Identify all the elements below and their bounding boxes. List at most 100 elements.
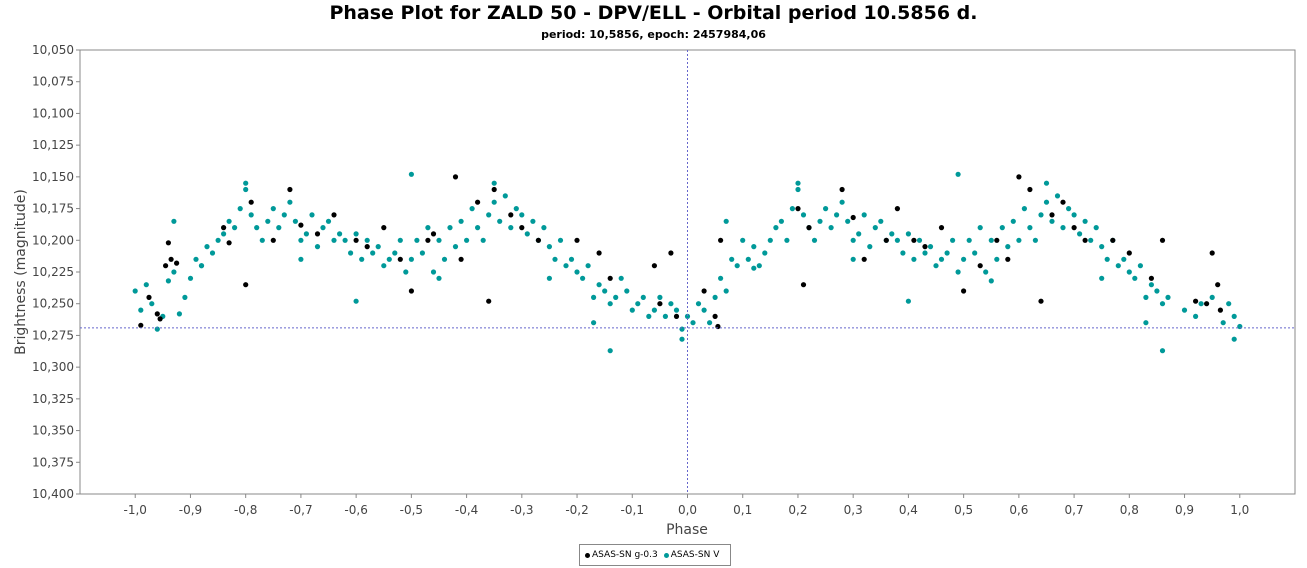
data-point-v <box>298 237 304 243</box>
y-tick-label: 10,225 <box>32 265 74 279</box>
data-point-g <box>248 199 254 205</box>
data-point-v <box>436 275 442 281</box>
data-point-v <box>839 199 845 205</box>
data-point-v <box>193 256 199 262</box>
data-point-v <box>684 313 691 319</box>
y-tick-label: 10,050 <box>32 43 74 57</box>
data-point-v <box>276 225 282 231</box>
x-tick-label: -0,9 <box>179 503 202 517</box>
data-point-v <box>303 231 309 237</box>
y-tick-label: 10,275 <box>32 328 74 342</box>
data-point-g <box>168 256 174 262</box>
data-point-v <box>878 218 884 224</box>
data-point-v <box>845 218 851 224</box>
data-point-g <box>1027 186 1033 193</box>
data-point-v <box>1159 301 1166 307</box>
data-point-v <box>1082 218 1088 224</box>
data-point-g <box>718 237 724 243</box>
data-point-g <box>163 263 169 269</box>
data-point-v <box>778 218 785 224</box>
data-point-v <box>1077 231 1083 237</box>
x-tick-label: -0,5 <box>400 503 423 517</box>
data-point-v <box>834 212 840 218</box>
data-point-v <box>1148 282 1154 288</box>
y-tick-label: 10,200 <box>32 233 74 247</box>
data-point-v <box>1060 225 1066 231</box>
data-point-v <box>546 244 553 250</box>
data-point-v <box>325 218 332 224</box>
data-point-v <box>894 237 901 243</box>
data-point-g <box>243 282 249 288</box>
data-point-g <box>607 275 613 281</box>
data-point-v <box>226 218 232 224</box>
data-point-v <box>811 237 818 243</box>
y-tick-label: 10,250 <box>32 297 74 311</box>
data-point-v <box>419 250 425 256</box>
data-point-v <box>988 237 994 243</box>
data-point-g <box>270 237 276 243</box>
data-point-g <box>314 231 321 237</box>
y-tick-label: 10,325 <box>32 392 74 406</box>
data-point-v <box>1154 288 1160 294</box>
data-point-g <box>668 250 674 256</box>
data-point-v <box>397 237 403 243</box>
x-tick-label: 0,1 <box>733 503 752 517</box>
data-point-g <box>657 301 663 307</box>
data-point-v <box>651 307 658 313</box>
data-point-g <box>1060 199 1066 205</box>
data-point-v <box>480 237 486 243</box>
data-point-v <box>320 225 326 231</box>
data-point-v <box>243 186 249 193</box>
data-point-v <box>646 313 652 319</box>
data-point-v <box>1043 199 1050 205</box>
data-point-v <box>403 269 409 275</box>
data-point-g <box>1217 307 1223 313</box>
data-point-g <box>574 237 580 243</box>
data-point-v <box>751 244 757 250</box>
data-point-v <box>425 225 431 231</box>
data-point-v <box>1198 301 1204 307</box>
data-point-v <box>574 269 580 275</box>
data-point-g <box>1126 250 1132 256</box>
data-point-g <box>1204 301 1210 307</box>
data-point-v <box>817 218 823 224</box>
data-point-v <box>1027 225 1033 231</box>
data-point-v <box>232 225 238 231</box>
data-point-v <box>679 336 685 342</box>
data-point-v <box>209 250 216 256</box>
data-point-g <box>701 288 707 294</box>
data-point-v <box>905 298 912 304</box>
data-point-g <box>894 206 901 212</box>
data-point-v <box>298 256 304 262</box>
data-point-v <box>828 225 834 231</box>
data-point-v <box>580 275 586 281</box>
data-point-v <box>171 269 177 275</box>
data-point-v <box>154 326 160 332</box>
data-point-g <box>154 311 160 317</box>
x-tick-label: 0,2 <box>788 503 807 517</box>
data-point-g <box>1071 225 1077 231</box>
data-point-v <box>508 225 514 231</box>
data-point-v <box>458 218 464 224</box>
x-tick-label: 0,5 <box>954 503 973 517</box>
data-point-v <box>679 326 685 332</box>
data-point-v <box>1143 294 1149 300</box>
y-tick-label: 10,150 <box>32 170 74 184</box>
data-point-g <box>1110 237 1116 243</box>
data-point-v <box>955 269 961 275</box>
data-point-g <box>452 174 459 180</box>
data-point-v <box>773 225 779 231</box>
data-point-g <box>508 212 514 218</box>
data-point-g <box>1148 275 1154 281</box>
x-tick-label: -0,4 <box>455 503 478 517</box>
y-tick-label: 10,100 <box>32 106 74 120</box>
data-point-v <box>563 263 569 269</box>
x-tick-label: -0,7 <box>289 503 312 517</box>
data-point-g <box>938 225 945 231</box>
data-point-v <box>823 206 829 212</box>
data-point-v <box>983 269 989 275</box>
data-point-v <box>1071 212 1077 218</box>
data-point-v <box>1209 294 1215 300</box>
data-point-g <box>1215 282 1221 288</box>
data-point-v <box>613 294 619 300</box>
